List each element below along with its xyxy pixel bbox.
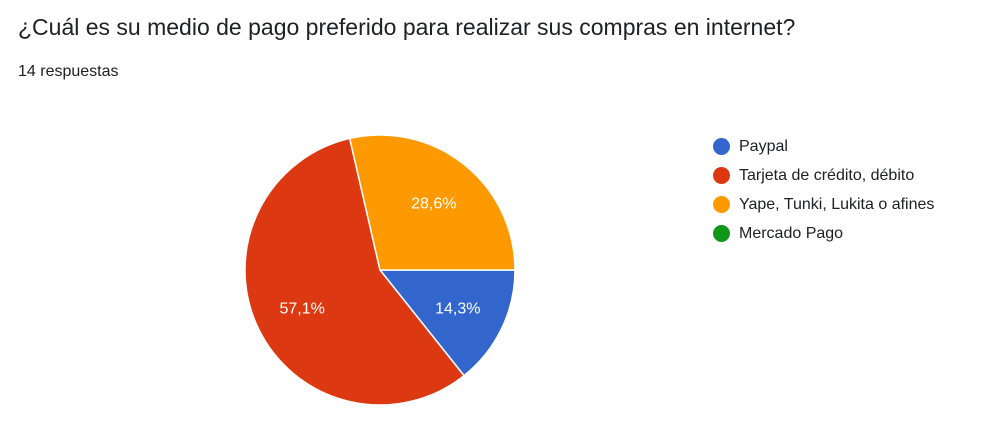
legend-swatch-tarjeta [713,167,730,184]
legend-label-mercado-pago: Mercado Pago [739,224,844,242]
legend-item-yape[interactable]: Yape, Tunki, Lukita o afines [713,190,934,219]
legend-label-paypal: Paypal [739,137,788,155]
legend-swatch-paypal [713,138,730,155]
legend-item-mercado-pago[interactable]: Mercado Pago [713,219,934,248]
chart-legend: Paypal Tarjeta de crédito, débito Yape, Tu… [713,132,934,248]
slice-label-tarjeta: 57,1% [279,301,324,318]
pie-slice-paypal[interactable] [378,269,516,377]
legend-label-yape: Yape, Tunki, Lukita o afines [739,195,935,213]
legend-item-tarjeta[interactable]: Tarjeta de crédito, débito [713,161,934,190]
legend-swatch-mercado-pago [713,225,730,242]
response-count: 14 respuestas [18,63,119,80]
slice-label-yape: 28,6% [411,195,456,212]
legend-item-paypal[interactable]: Paypal [713,132,934,161]
slice-label-paypal: 14,3% [435,301,480,318]
legend-swatch-yape [713,196,730,213]
pie-slice-yape[interactable] [348,134,516,271]
pie-slice-tarjeta[interactable] [244,137,466,406]
question-title: ¿Cuál es su medio de pago preferido para… [18,14,796,40]
legend-label-tarjeta: Tarjeta de crédito, débito [739,166,915,184]
